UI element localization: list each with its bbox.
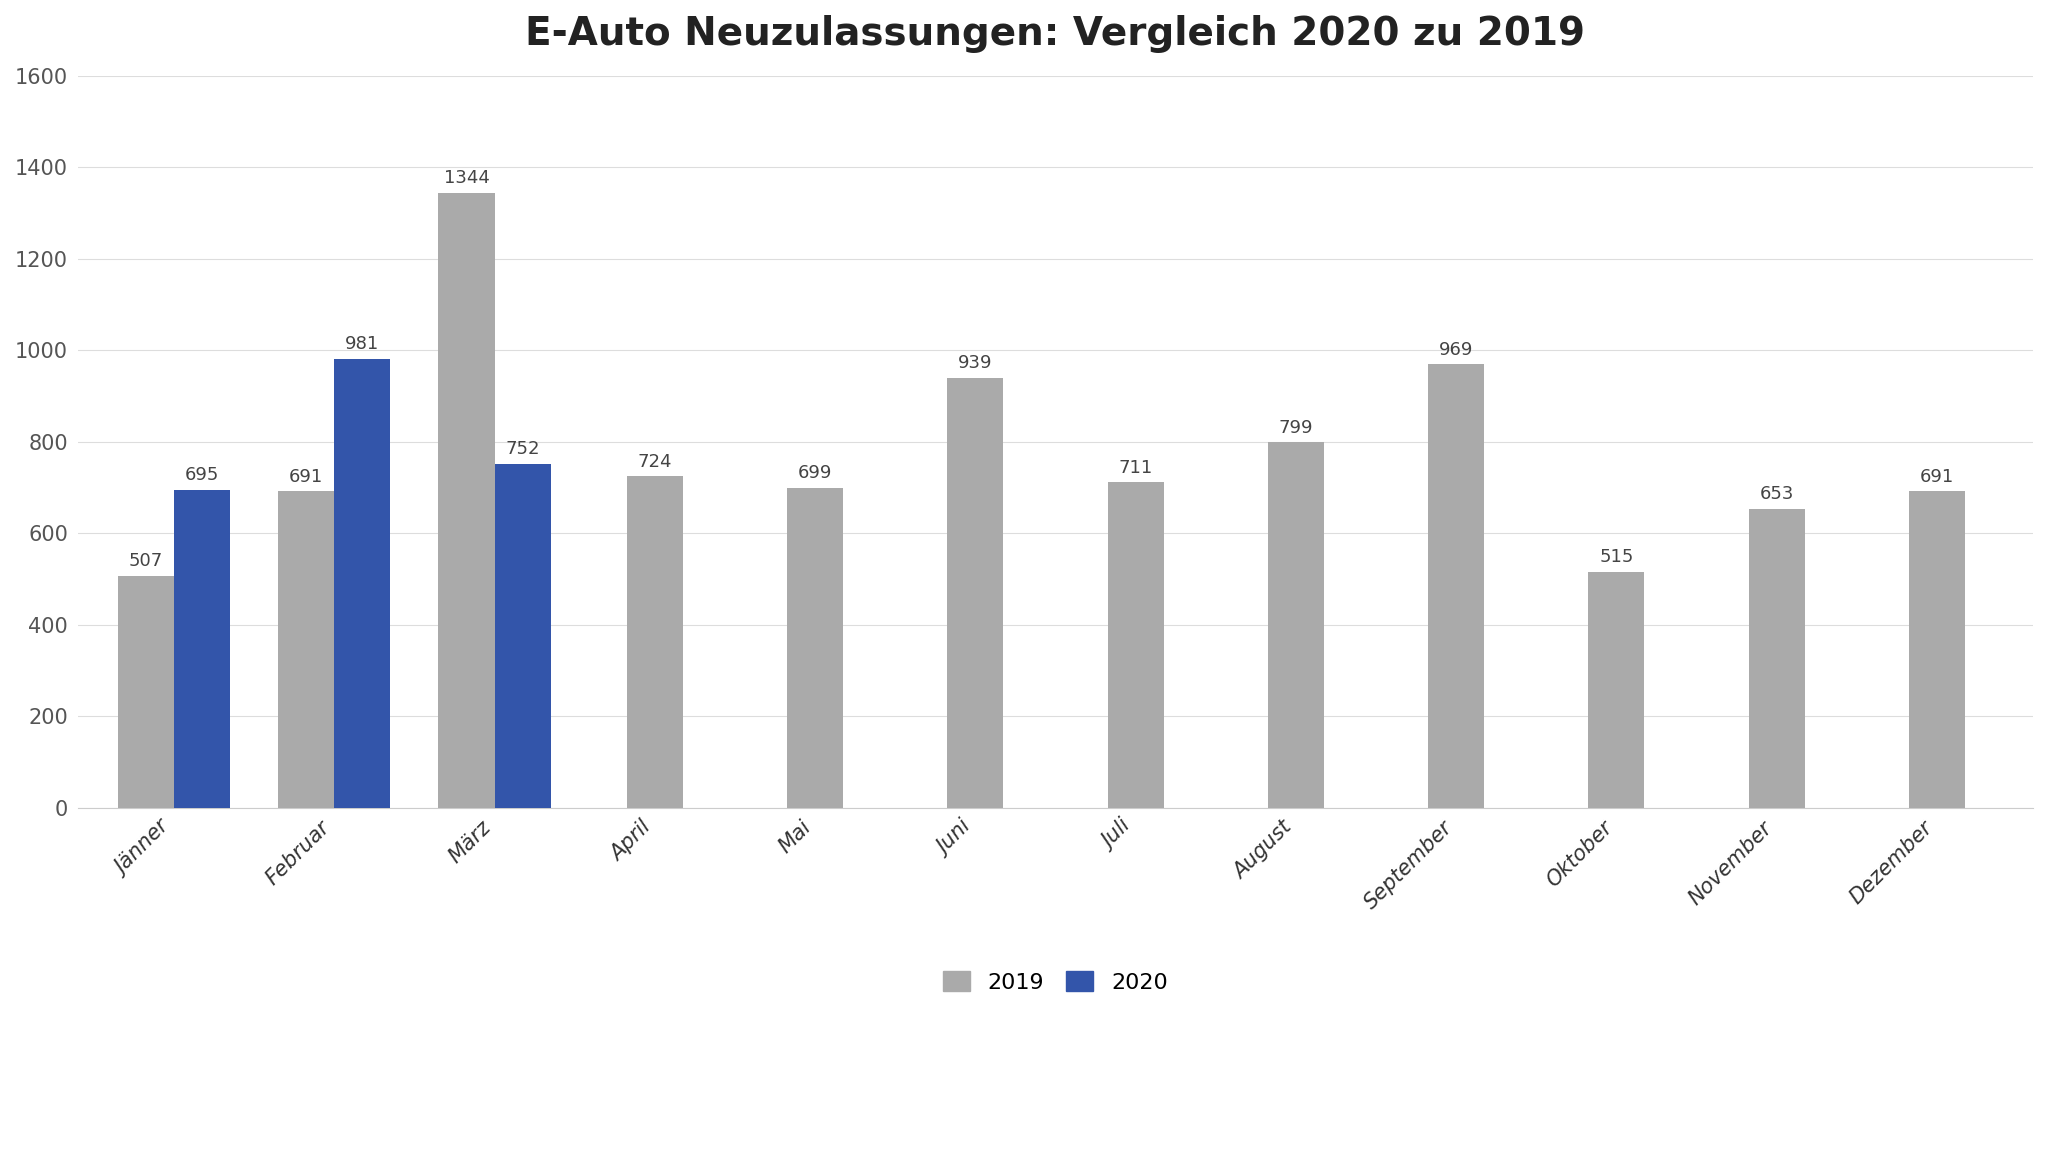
Bar — [119, 576, 174, 808]
Text: 515: 515 — [1599, 548, 1634, 567]
Text: 695: 695 — [184, 467, 219, 484]
Bar — [1589, 571, 1645, 808]
Bar — [948, 378, 1004, 808]
Text: 691: 691 — [1919, 468, 1954, 486]
Text: 799: 799 — [1278, 418, 1313, 437]
Text: 981: 981 — [346, 335, 379, 354]
Bar — [786, 487, 844, 808]
Legend: 2019, 2020: 2019, 2020 — [934, 962, 1176, 1001]
Bar — [1108, 483, 1163, 808]
Bar — [279, 492, 334, 808]
Text: 691: 691 — [289, 468, 324, 486]
Bar — [627, 476, 682, 808]
Bar — [438, 192, 494, 808]
Text: 507: 507 — [129, 552, 164, 570]
Bar — [494, 463, 551, 808]
Text: 939: 939 — [958, 355, 993, 372]
Text: 711: 711 — [1118, 458, 1153, 477]
Text: 724: 724 — [637, 453, 672, 471]
Text: 699: 699 — [799, 464, 831, 483]
Bar — [1909, 492, 1964, 808]
Text: 653: 653 — [1759, 485, 1794, 503]
Bar — [1427, 364, 1485, 808]
Text: 969: 969 — [1440, 341, 1473, 358]
Text: 752: 752 — [506, 440, 541, 458]
Bar — [334, 358, 391, 808]
Bar — [1749, 509, 1804, 808]
Title: E-Auto Neuzulassungen: Vergleich 2020 zu 2019: E-Auto Neuzulassungen: Vergleich 2020 zu… — [526, 15, 1585, 53]
Bar — [174, 490, 229, 808]
Bar — [1268, 442, 1323, 808]
Text: 1344: 1344 — [444, 169, 489, 187]
